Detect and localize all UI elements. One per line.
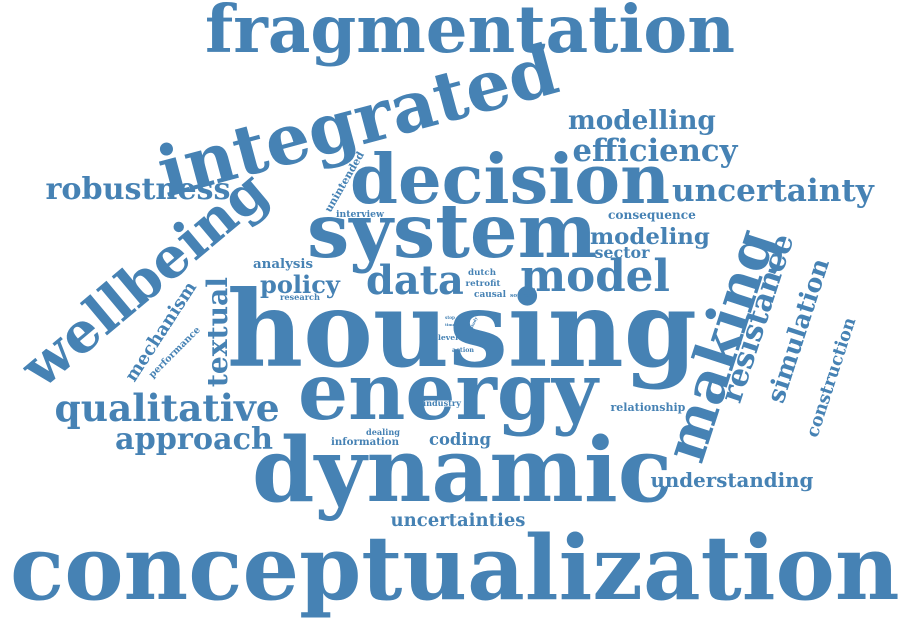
word-retrofit: retrofit: [465, 278, 501, 289]
word-level: level: [438, 333, 459, 342]
word-understanding: understanding: [650, 468, 814, 492]
word-decision: decision: [350, 139, 671, 220]
word-textual: textual: [200, 277, 234, 388]
word-dynamic: dynamic: [252, 417, 673, 523]
word-research: research: [280, 292, 320, 302]
word-interview: interview: [336, 208, 384, 220]
word-uncertainties: uncertainties: [390, 510, 526, 531]
word-modelling: modelling: [568, 105, 716, 136]
word-analysis: analysis: [253, 255, 313, 272]
word-conceptualization: conceptualization: [10, 514, 900, 619]
word-system: system: [307, 185, 598, 275]
word-industry: industry: [423, 398, 461, 408]
word-dutch: dutch: [468, 267, 497, 278]
word-relationship: relationship: [610, 400, 686, 414]
word-policy: policy: [260, 270, 340, 299]
word-housing: housing: [227, 267, 697, 391]
word-consequence: consequence: [608, 208, 696, 222]
word-energy: energy: [298, 344, 598, 438]
word-approach: approach: [115, 422, 274, 457]
word-data: data: [366, 258, 464, 304]
word-information: information: [331, 436, 399, 448]
word-causal: causal: [474, 289, 507, 300]
word-action: action: [452, 347, 474, 354]
word-robustness: robustness: [45, 172, 231, 207]
word-source: source: [510, 292, 532, 299]
word-time: time: [445, 322, 456, 327]
word-sector: sector: [594, 243, 650, 262]
word-fragmentation: fragmentation: [205, 0, 735, 68]
word-construction: construction: [802, 315, 860, 440]
word-model: model: [520, 251, 670, 302]
word-uncertainty: uncertainty: [672, 172, 874, 209]
word-dealing: dealing: [366, 427, 400, 437]
word-efficiency: efficiency: [572, 132, 738, 169]
word-qualitative: qualitative: [54, 386, 280, 430]
word-stop: stop: [445, 315, 455, 320]
word-coding: coding: [429, 430, 491, 449]
word-modeling: modeling: [590, 223, 710, 250]
